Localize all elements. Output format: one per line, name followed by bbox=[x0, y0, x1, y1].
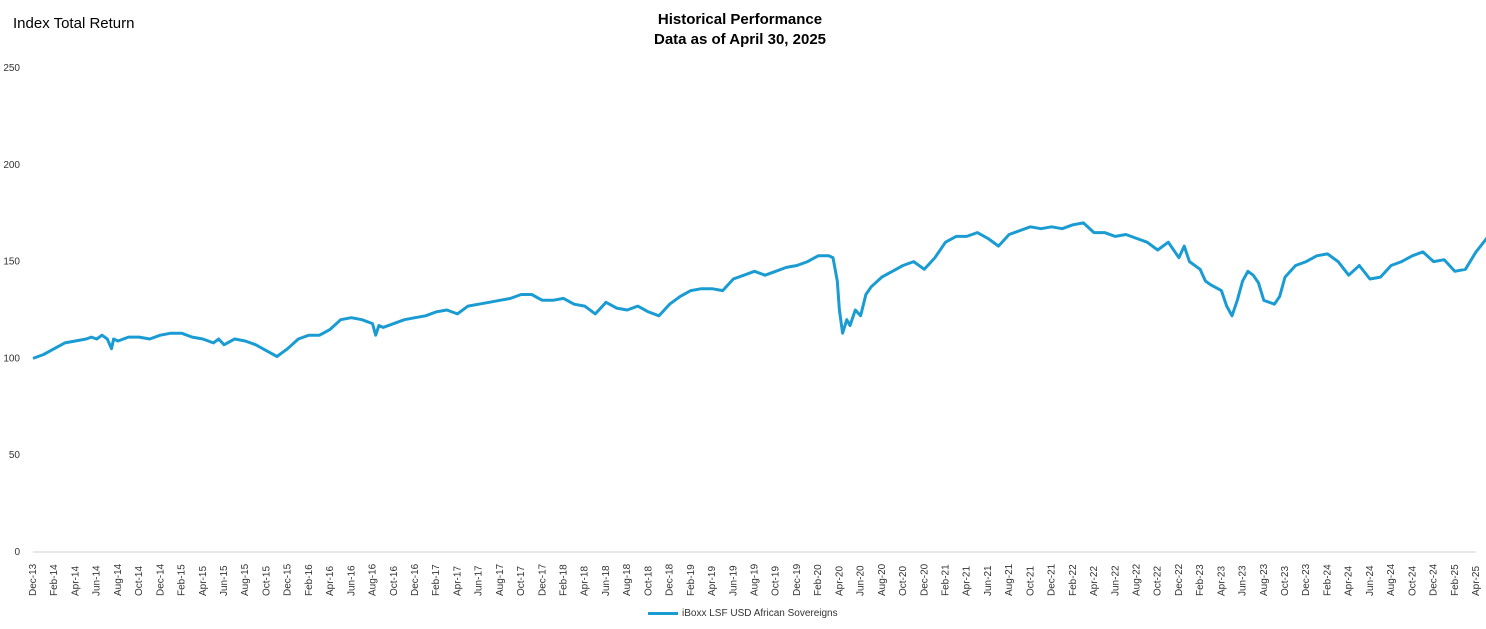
x-tick-label: Dec-14 bbox=[155, 563, 166, 596]
y-tick-label: 150 bbox=[3, 257, 20, 268]
x-tick-label: Dec-15 bbox=[283, 563, 294, 596]
x-tick-label: Feb-20 bbox=[813, 564, 824, 596]
x-tick-label: Oct-22 bbox=[1153, 566, 1164, 596]
x-tick-label: Apr-14 bbox=[70, 566, 81, 596]
x-tick-label: Feb-18 bbox=[559, 564, 570, 596]
legend-swatch bbox=[648, 612, 678, 615]
x-tick-label: Jun-23 bbox=[1238, 565, 1249, 596]
x-tick-label: Dec-13 bbox=[28, 563, 39, 596]
x-tick-label: Dec-22 bbox=[1174, 563, 1185, 596]
x-tick-label: Oct-17 bbox=[516, 566, 527, 596]
x-tick-label: Oct-16 bbox=[389, 566, 400, 596]
x-tick-label: Oct-14 bbox=[134, 566, 145, 596]
x-tick-label: Apr-19 bbox=[707, 566, 718, 596]
x-tick-label: Oct-19 bbox=[771, 566, 782, 596]
x-tick-label: Feb-15 bbox=[177, 564, 188, 596]
x-tick-label: Apr-25 bbox=[1471, 566, 1482, 596]
x-tick-label: Dec-19 bbox=[792, 563, 803, 596]
x-tick-label: Dec-17 bbox=[537, 563, 548, 596]
x-tick-label: Aug-15 bbox=[240, 563, 251, 596]
x-tick-label: Aug-23 bbox=[1259, 563, 1270, 596]
x-tick-label: Apr-21 bbox=[962, 566, 973, 596]
x-tick-label: Dec-18 bbox=[665, 563, 676, 596]
x-tick-label: Dec-23 bbox=[1301, 563, 1312, 596]
x-tick-label: Aug-18 bbox=[622, 563, 633, 596]
x-tick-label: Feb-19 bbox=[686, 564, 697, 596]
x-tick-label: Oct-24 bbox=[1407, 566, 1418, 596]
x-tick-label: Feb-16 bbox=[304, 564, 315, 596]
x-tick-label: Aug-20 bbox=[877, 563, 888, 596]
x-tick-label: Jun-24 bbox=[1365, 565, 1376, 596]
x-tick-label: Jun-17 bbox=[474, 565, 485, 596]
x-tick-label: Dec-16 bbox=[410, 563, 421, 596]
series-line bbox=[32, 221, 1486, 360]
x-tick-label: Jun-15 bbox=[219, 565, 230, 596]
x-tick-label: Feb-23 bbox=[1195, 564, 1206, 596]
x-tick-label: Aug-16 bbox=[368, 563, 379, 596]
legend: iBoxx LSF USD African Sovereigns bbox=[648, 608, 838, 619]
x-tick-label: Feb-21 bbox=[940, 564, 951, 596]
x-tick-label: Feb-17 bbox=[431, 564, 442, 596]
x-tick-label: Apr-23 bbox=[1216, 566, 1227, 596]
y-tick-label: 100 bbox=[3, 353, 20, 364]
x-tick-label: Oct-18 bbox=[643, 566, 654, 596]
y-tick-label: 0 bbox=[14, 547, 20, 558]
x-tick-label: Feb-25 bbox=[1450, 564, 1461, 596]
x-tick-label: Apr-18 bbox=[580, 566, 591, 596]
y-tick-label: 250 bbox=[3, 63, 20, 74]
x-tick-label: Jun-19 bbox=[728, 565, 739, 596]
x-tick-label: Apr-16 bbox=[325, 566, 336, 596]
x-tick-label: Oct-20 bbox=[898, 566, 909, 596]
x-tick-label: Aug-17 bbox=[495, 563, 506, 596]
x-tick-label: Oct-15 bbox=[261, 566, 272, 596]
x-tick-label: Aug-19 bbox=[750, 563, 761, 596]
x-tick-label: Aug-21 bbox=[1004, 563, 1015, 596]
x-tick-label: Apr-22 bbox=[1089, 566, 1100, 596]
y-tick-label: 50 bbox=[9, 450, 21, 461]
x-tick-label: Feb-14 bbox=[49, 564, 60, 596]
x-tick-label: Apr-15 bbox=[198, 566, 209, 596]
x-tick-label: Apr-24 bbox=[1344, 566, 1355, 596]
x-tick-label: Apr-17 bbox=[452, 566, 463, 596]
x-tick-label: Aug-14 bbox=[113, 563, 124, 596]
x-tick-label: Jun-22 bbox=[1110, 565, 1121, 596]
x-tick-label: Jun-20 bbox=[856, 565, 867, 596]
x-tick-label: Jun-21 bbox=[983, 565, 994, 596]
x-tick-label: Dec-24 bbox=[1429, 563, 1440, 596]
x-tick-label: Aug-24 bbox=[1386, 563, 1397, 596]
x-tick-label: Jun-14 bbox=[92, 565, 103, 596]
chart-title-block: Historical Performance Data as of April … bbox=[540, 10, 940, 50]
x-tick-label: Oct-23 bbox=[1280, 566, 1291, 596]
chart-title: Historical Performance bbox=[657, 11, 823, 28]
x-tick-label: Aug-22 bbox=[1131, 563, 1142, 596]
x-tick-label: Jun-18 bbox=[601, 565, 612, 596]
x-tick-label: Oct-21 bbox=[1025, 566, 1036, 596]
legend-label: iBoxx LSF USD African Sovereigns bbox=[682, 608, 838, 619]
chart-subtitle: Data as of April 30, 2025 bbox=[653, 31, 827, 48]
y-axis-title: Index Total Return bbox=[13, 15, 135, 32]
y-tick-label: 200 bbox=[3, 160, 20, 171]
x-tick-label: Jun-16 bbox=[346, 565, 357, 596]
x-tick-label: Dec-21 bbox=[1047, 563, 1058, 596]
x-tick-label: Dec-20 bbox=[919, 563, 930, 596]
x-tick-label: Apr-20 bbox=[834, 566, 845, 596]
x-tick-label: Feb-24 bbox=[1322, 564, 1333, 596]
x-tick-label: Feb-22 bbox=[1068, 564, 1079, 596]
